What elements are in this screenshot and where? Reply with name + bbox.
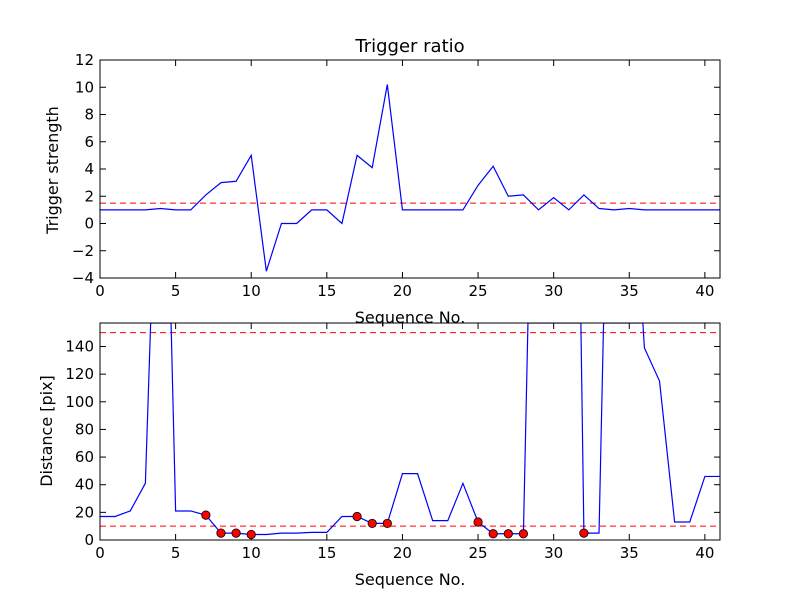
data-point-marker: [579, 528, 589, 538]
plot-frame: [99, 322, 721, 541]
x-tick-label: 5: [171, 544, 181, 562]
x-tick-label: 40: [695, 544, 714, 562]
data-point-marker: [352, 511, 362, 522]
chart-title: Trigger ratio: [354, 36, 464, 57]
x-axis-label: Sequence No.: [355, 570, 466, 589]
y-tick-label: 100: [65, 393, 94, 411]
x-tick-label: 25: [469, 282, 488, 300]
x-tick-label: 20: [393, 282, 412, 300]
series-line: [100, 323, 720, 536]
y-tick-label: 80: [75, 420, 94, 438]
y-axis-label: Trigger strength: [43, 106, 62, 235]
x-tick-label: 5: [171, 282, 181, 300]
x-axis-label: Sequence No.: [355, 308, 466, 327]
y-tick-label: 8: [84, 106, 94, 124]
y-tick-label: 6: [84, 133, 94, 151]
plot-lines: [100, 84, 720, 272]
y-tick-label: 0: [84, 531, 94, 549]
x-tick-label: 0: [95, 544, 105, 562]
x-tick-label: 15: [317, 282, 336, 300]
y-tick-label: 0: [84, 215, 94, 233]
x-tick-label: 25: [469, 544, 488, 562]
data-point-marker: [473, 517, 483, 527]
x-tick-label: 20: [393, 544, 412, 562]
y-tick-label: 4: [84, 160, 94, 178]
x-tick-label: 40: [695, 282, 714, 300]
x-tick-label: 10: [242, 544, 261, 562]
x-tick-label: 15: [317, 544, 336, 562]
data-point-marker: [231, 528, 241, 538]
y-tick-label: −2: [72, 242, 94, 260]
y-tick-label: 20: [75, 503, 94, 521]
data-point-marker: [488, 529, 498, 539]
y-tick-label: 40: [75, 476, 94, 494]
y-tick-label: −4: [72, 269, 94, 287]
data-point-marker: [503, 529, 513, 539]
trigger-ratio-plot: Trigger ratio Trigger strength Sequence …: [43, 36, 721, 327]
data-point-marker: [216, 528, 226, 538]
y-tick-label: 140: [65, 337, 94, 355]
y-axis-label: Distance [pix]: [37, 375, 56, 487]
y-tick-label: 12: [75, 51, 94, 69]
y-tick-label: 120: [65, 365, 94, 383]
plot-lines: [100, 323, 720, 536]
x-tick-label: 10: [242, 282, 261, 300]
data-point-marker: [246, 529, 256, 540]
y-tick-label: 2: [84, 187, 94, 205]
data-point-marker: [518, 529, 529, 539]
x-tick-label: 0: [95, 282, 105, 300]
y-tick-label: 10: [75, 78, 94, 96]
x-tick-label: 30: [544, 544, 563, 562]
x-tick-label: 35: [620, 282, 639, 300]
data-point-marker: [382, 518, 392, 529]
plot-markers: [201, 510, 589, 540]
distance-plot: Distance [pix] Sequence No. 0 5 10 15 20 25 30…: [37, 322, 721, 589]
y-tick-label: 60: [75, 448, 94, 466]
x-tick-label: 30: [544, 282, 563, 300]
axis-ticks: 0 5 10 15 20 25 30 35 40 0 20 40 60 80 100 120 140: [65, 323, 720, 562]
axis-ticks: 0 5 10 15 20 25 30 35 40 −4 −2 0 2 4 6 8 10 12: [72, 51, 720, 300]
x-tick-label: 35: [620, 544, 639, 562]
plot-frame: [99, 59, 721, 279]
series-line: [100, 84, 720, 272]
data-point-marker: [367, 518, 377, 529]
data-point-marker: [201, 510, 211, 520]
